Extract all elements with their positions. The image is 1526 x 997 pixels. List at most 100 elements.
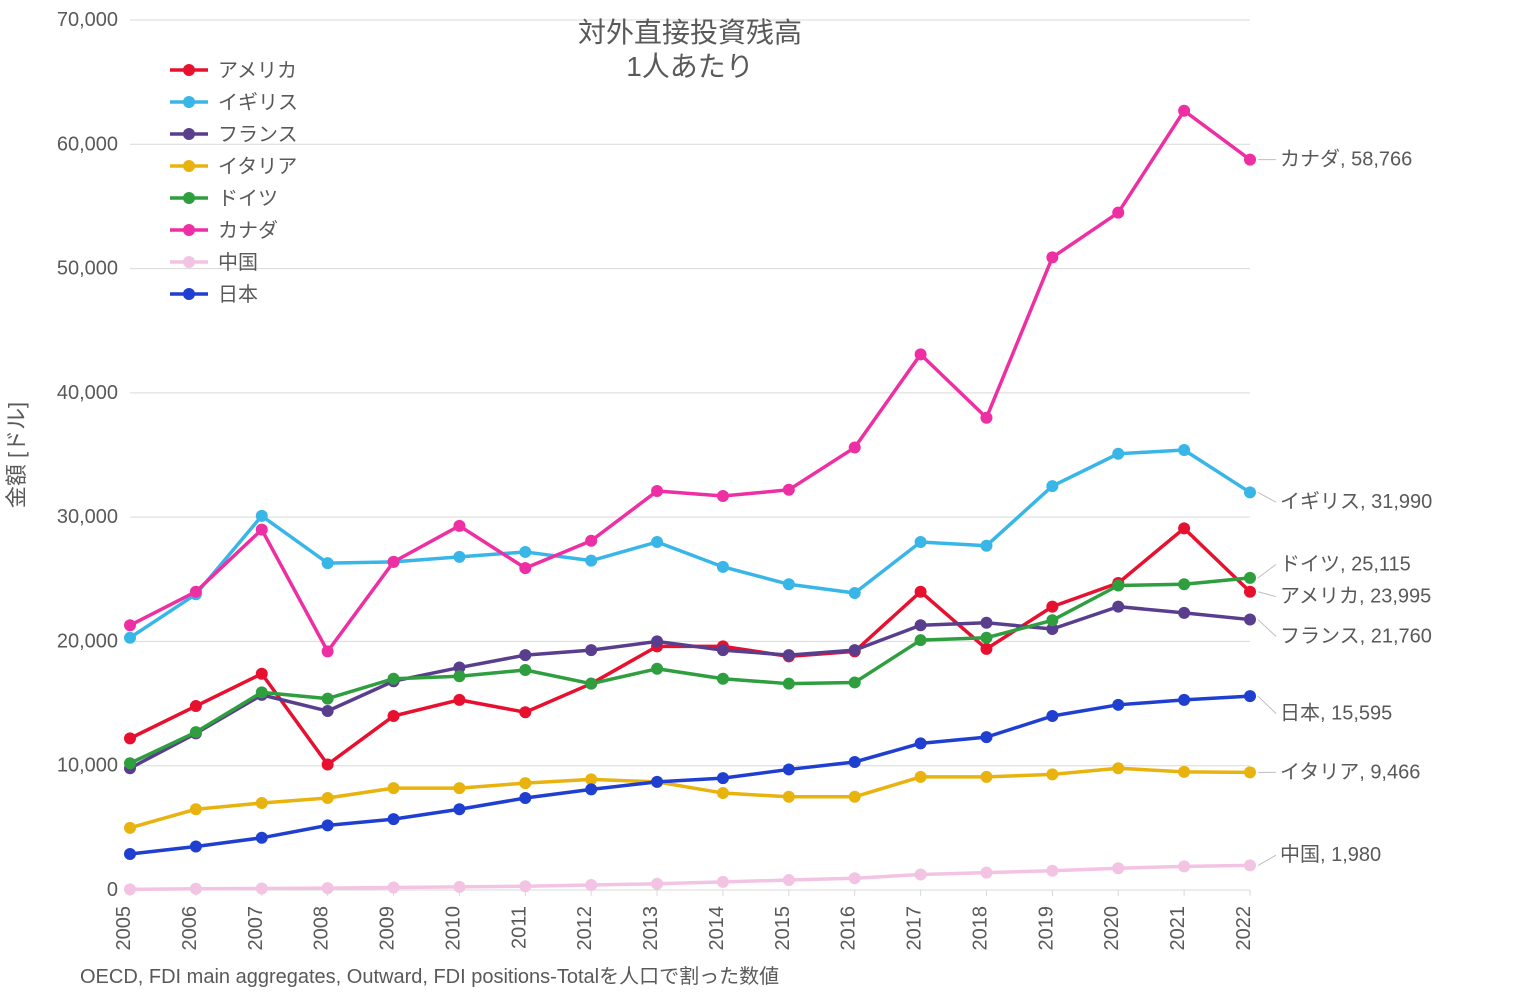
y-tick-label: 50,000 [57,258,118,280]
series-marker-canada [124,619,136,631]
series-marker-germany [585,678,597,690]
x-tick-label: 2006 [179,906,201,951]
x-tick-label: 2014 [706,906,728,951]
series-marker-italy [849,791,861,803]
series-marker-germany [124,757,136,769]
series-marker-italy [519,777,531,789]
x-tick-label: 2020 [1101,906,1123,951]
series-marker-china [1244,859,1256,871]
series-marker-china [519,880,531,892]
series-marker-canada [1112,207,1124,219]
leader-line [1258,696,1276,713]
series-marker-china [915,868,927,880]
series-marker-usa [1046,601,1058,613]
series-marker-japan [322,819,334,831]
series-marker-china [1112,862,1124,874]
series-marker-italy [453,782,465,794]
y-tick-label: 40,000 [57,382,118,404]
series-marker-france [717,644,729,656]
series-marker-germany [915,634,927,646]
series-marker-usa [124,732,136,744]
y-tick-label: 70,000 [57,9,118,31]
series-marker-japan [453,803,465,815]
series-marker-canada [849,442,861,454]
series-marker-japan [980,731,992,743]
series-marker-japan [388,813,400,825]
series-marker-china [849,872,861,884]
series-marker-uk [915,536,927,548]
x-tick-label: 2022 [1233,906,1255,951]
legend-label: フランス [218,124,298,146]
series-marker-china [783,874,795,886]
series-marker-japan [1244,690,1256,702]
y-tick-label: 60,000 [57,133,118,155]
series-marker-france [322,705,334,717]
series-marker-usa [1244,586,1256,598]
series-marker-uk [453,551,465,563]
series-marker-canada [388,556,400,568]
series-marker-germany [388,673,400,685]
series-marker-italy [717,787,729,799]
legend-label: カナダ [218,219,278,242]
series-marker-japan [1178,694,1190,706]
series-marker-france [915,619,927,631]
series-marker-italy [388,782,400,794]
series-marker-uk [651,536,663,548]
series-marker-uk [322,557,334,569]
series-marker-china [1178,860,1190,872]
series-marker-germany [717,673,729,685]
series-line-italy [130,768,1250,828]
series-line-germany [130,578,1250,763]
series-marker-france [783,649,795,661]
series-marker-france [519,649,531,661]
series-marker-japan [124,848,136,860]
series-marker-germany [1046,614,1058,626]
series-marker-germany [190,726,202,738]
series-marker-france [980,617,992,629]
series-marker-japan [1112,699,1124,711]
series-marker-uk [256,510,268,522]
series-marker-canada [980,412,992,424]
series-marker-canada [651,485,663,497]
series-marker-italy [915,771,927,783]
series-marker-uk [519,546,531,558]
chart-title-line1: 対外直接投資残高 [578,17,802,48]
series-marker-germany [783,678,795,690]
series-marker-uk [585,555,597,567]
x-tick-label: 2011 [508,906,530,949]
end-label-japan: 日本, 15,595 [1280,702,1392,725]
series-marker-canada [915,348,927,360]
series-marker-japan [256,832,268,844]
series-line-canada [130,111,1250,652]
series-marker-germany [980,632,992,644]
leader-line [1258,620,1276,637]
series-marker-usa [519,706,531,718]
series-marker-canada [1244,154,1256,166]
end-label-china: 中国, 1,980 [1280,843,1381,866]
x-tick-label: 2012 [574,906,596,951]
series-marker-italy [256,797,268,809]
series-marker-italy [1046,768,1058,780]
y-axis-label: 金額 [ドル] [4,402,29,508]
x-tick-label: 2018 [969,906,991,951]
legend-swatch-marker [183,96,195,108]
series-marker-uk [1178,444,1190,456]
series-marker-france [1112,601,1124,613]
series-marker-italy [124,822,136,834]
chart-container: 010,00020,00030,00040,00050,00060,00070,… [0,0,1526,997]
series-marker-uk [717,561,729,573]
series-line-china [130,865,1250,889]
series-marker-usa [453,694,465,706]
series-marker-usa [256,668,268,680]
legend-label: イタリア [218,155,297,178]
series-marker-uk [783,578,795,590]
end-label-usa: アメリカ, 23,995 [1280,586,1431,608]
series-marker-italy [1112,762,1124,774]
series-marker-canada [585,535,597,547]
legend-swatch-marker [183,64,195,76]
legend-label: 日本 [218,283,258,306]
x-tick-label: 2005 [113,906,135,951]
series-marker-china [1046,865,1058,877]
series-marker-usa [915,586,927,598]
legend-swatch-marker [183,256,195,268]
